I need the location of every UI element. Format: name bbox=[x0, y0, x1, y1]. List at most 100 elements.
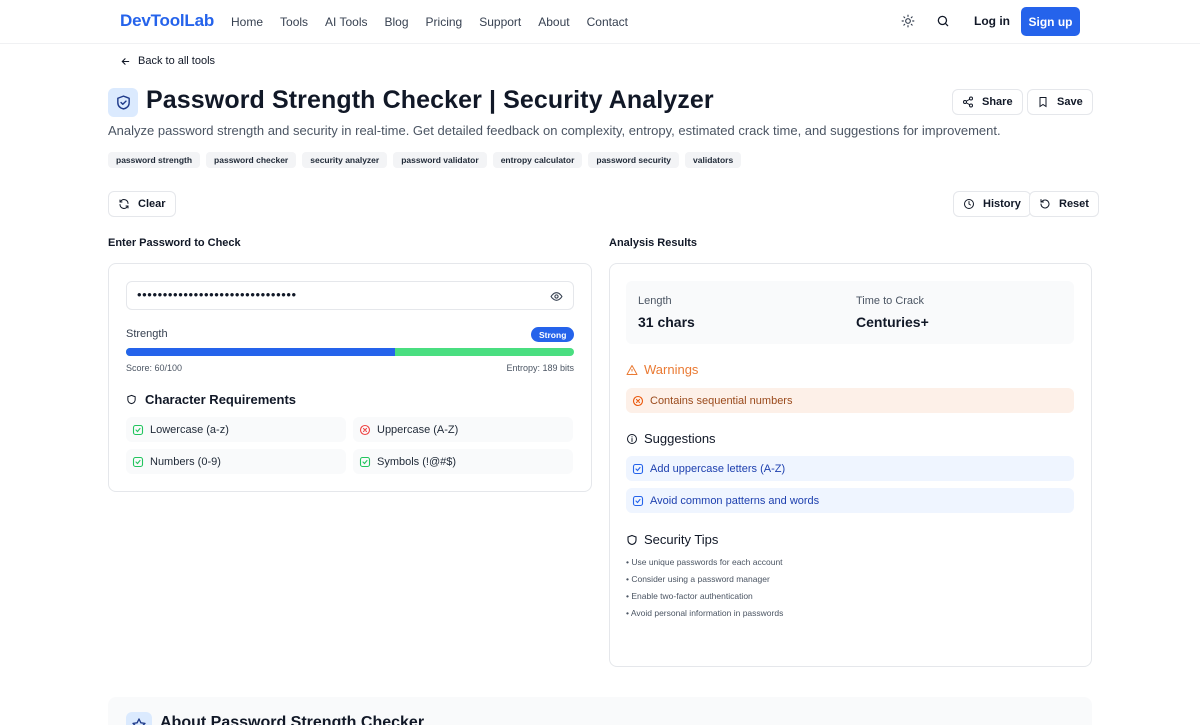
strength-label: Strength bbox=[126, 328, 168, 340]
requirements-heading: Character Requirements bbox=[126, 392, 296, 407]
suggestion-item: Avoid common patterns and words bbox=[626, 488, 1074, 513]
tag[interactable]: password validator bbox=[393, 152, 487, 168]
warnings-heading: Warnings bbox=[626, 362, 698, 377]
warning-text: Contains sequential numbers bbox=[650, 394, 793, 407]
requirement-label: Lowercase (a-z) bbox=[150, 423, 229, 436]
suggestion-text: Add uppercase letters (A-Z) bbox=[650, 462, 786, 475]
warning-triangle-icon bbox=[626, 364, 638, 375]
page-title: Password Strength Checker | Security Ana… bbox=[146, 86, 714, 114]
requirement-lowercase: Lowercase (a-z) bbox=[126, 417, 346, 442]
length-value: 31 chars bbox=[638, 314, 695, 330]
check-square-icon bbox=[632, 495, 644, 506]
strength-bar bbox=[126, 348, 574, 356]
undo-icon bbox=[1040, 199, 1050, 209]
length-label: Length bbox=[638, 295, 672, 307]
clear-button[interactable]: Clear bbox=[108, 191, 176, 217]
tag[interactable]: security analyzer bbox=[302, 152, 388, 168]
refresh-icon bbox=[119, 199, 129, 209]
suggestion-text: Avoid common patterns and words bbox=[650, 494, 820, 507]
tag[interactable]: validators bbox=[685, 152, 742, 168]
save-label: Save bbox=[1057, 96, 1083, 108]
tag[interactable]: password security bbox=[588, 152, 680, 168]
signup-button[interactable]: Sign up bbox=[1021, 7, 1080, 36]
tag[interactable]: password strength bbox=[108, 152, 201, 168]
eye-icon[interactable] bbox=[550, 290, 563, 303]
warnings-title: Warnings bbox=[644, 362, 699, 377]
results-section-label: Analysis Results bbox=[609, 237, 698, 249]
main-nav: Home Tools AI Tools Blog Pricing Support… bbox=[231, 15, 645, 29]
warning-item: Contains sequential numbers bbox=[626, 388, 1074, 413]
check-square-icon bbox=[359, 456, 371, 467]
requirement-label: Numbers (0-9) bbox=[150, 455, 221, 468]
nav-contact[interactable]: Contact bbox=[586, 15, 628, 29]
x-circle-icon bbox=[359, 424, 371, 435]
clear-label: Clear bbox=[138, 198, 166, 210]
tag[interactable]: entropy calculator bbox=[492, 152, 583, 168]
password-mask: ••••••••••••••••••••••••••••••• bbox=[137, 287, 297, 302]
arrow-left-icon bbox=[121, 57, 130, 65]
share-icon bbox=[963, 96, 973, 108]
input-section-label: Enter Password to Check bbox=[108, 237, 241, 249]
suggestions-heading: Suggestions bbox=[626, 431, 716, 446]
top-navbar: DevToolLab Home Tools AI Tools Blog Pric… bbox=[0, 0, 1200, 44]
security-tips-title: Security Tips bbox=[644, 532, 719, 547]
about-title: About Password Strength Checker bbox=[160, 714, 425, 725]
crack-time-value: Centuries+ bbox=[856, 314, 929, 330]
password-input[interactable]: ••••••••••••••••••••••••••••••• bbox=[126, 281, 574, 310]
back-to-tools-link[interactable]: Back to all tools bbox=[120, 55, 215, 67]
nav-about[interactable]: About bbox=[538, 15, 570, 29]
strength-badge: Strong bbox=[531, 327, 575, 342]
info-icon bbox=[627, 433, 637, 444]
strength-bar-fill bbox=[126, 348, 395, 356]
check-square-icon bbox=[632, 463, 644, 474]
reset-button[interactable]: Reset bbox=[1029, 191, 1099, 217]
history-button[interactable]: History bbox=[953, 191, 1031, 217]
about-section bbox=[108, 697, 1092, 725]
tip-item: • Consider using a password manager bbox=[626, 574, 770, 584]
requirement-label: Uppercase (A-Z) bbox=[377, 423, 459, 436]
search-icon[interactable] bbox=[936, 14, 950, 28]
history-label: History bbox=[983, 198, 1021, 210]
requirement-label: Symbols (!@#$) bbox=[377, 455, 457, 468]
shield-icon bbox=[627, 534, 637, 545]
tip-item: • Enable two-factor authentication bbox=[626, 591, 753, 601]
requirement-numbers: Numbers (0-9) bbox=[126, 449, 346, 474]
suggestion-item: Add uppercase letters (A-Z) bbox=[626, 456, 1074, 481]
sun-icon[interactable] bbox=[901, 14, 915, 28]
tip-item: • Use unique passwords for each account bbox=[626, 557, 783, 567]
security-tips-heading: Security Tips bbox=[626, 532, 718, 547]
star-icon bbox=[126, 712, 152, 725]
bookmark-icon bbox=[1039, 97, 1047, 108]
check-square-icon bbox=[132, 456, 144, 467]
tag[interactable]: password checker bbox=[206, 152, 297, 168]
share-label: Share bbox=[982, 96, 1013, 108]
back-link-label: Back to all tools bbox=[138, 55, 216, 67]
nav-support[interactable]: Support bbox=[479, 15, 522, 29]
requirement-symbols: Symbols (!@#$) bbox=[353, 449, 573, 474]
save-button[interactable]: Save bbox=[1027, 89, 1093, 115]
nav-home[interactable]: Home bbox=[231, 15, 264, 29]
shield-check-icon bbox=[108, 88, 138, 117]
stats-panel: Length 31 chars Time to Crack Centuries+ bbox=[626, 281, 1074, 344]
crack-time-label: Time to Crack bbox=[856, 295, 925, 307]
login-button[interactable]: Log in bbox=[974, 14, 1010, 28]
nav-ai-tools[interactable]: AI Tools bbox=[325, 15, 368, 29]
share-button[interactable]: Share bbox=[952, 89, 1023, 115]
x-circle-icon bbox=[632, 395, 644, 406]
check-square-icon bbox=[132, 424, 144, 435]
tip-item: • Avoid personal information in password… bbox=[626, 608, 784, 618]
nav-tools[interactable]: Tools bbox=[280, 15, 309, 29]
score-text: Score: 60/100 bbox=[126, 363, 183, 373]
requirement-uppercase: Uppercase (A-Z) bbox=[353, 417, 573, 442]
clock-icon bbox=[964, 199, 974, 209]
nav-blog[interactable]: Blog bbox=[384, 15, 409, 29]
suggestions-title: Suggestions bbox=[644, 431, 716, 446]
entropy-text: Entropy: 189 bits bbox=[506, 363, 574, 373]
site-logo[interactable]: DevToolLab bbox=[120, 11, 215, 30]
page-subtitle: Analyze password strength and security i… bbox=[108, 123, 1001, 138]
reset-label: Reset bbox=[1059, 198, 1089, 210]
requirements-title: Character Requirements bbox=[145, 392, 296, 407]
tag-list: password strength password checker secur… bbox=[108, 152, 742, 168]
shield-icon bbox=[127, 394, 136, 405]
nav-pricing[interactable]: Pricing bbox=[425, 15, 463, 29]
